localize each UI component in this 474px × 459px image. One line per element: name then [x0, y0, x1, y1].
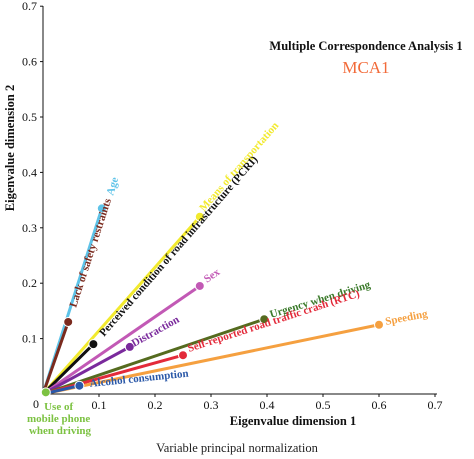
y-tick-label: 0.7 — [22, 0, 37, 13]
axes — [42, 6, 437, 395]
label-use-of-mobile-phone: Use of mobile phone when driving — [27, 401, 93, 437]
label-distraction: Distraction — [130, 314, 182, 350]
chart-title: Multiple Correspondence Analysis 1 — [269, 39, 462, 53]
y-tick-label: 0.6 — [22, 55, 37, 69]
y-axis-label: Eigenvalue dimension 2 — [3, 85, 17, 211]
vector-point-lack-of-safety-restraints — [63, 316, 74, 327]
x-tick-label: 0.1 — [92, 398, 107, 412]
vector-labels: Age Lack of safety restraints Means of t… — [27, 120, 429, 437]
vector-point-distraction — [124, 341, 135, 352]
label-lack-of-safety-restraints: Lack of safety restraints — [67, 196, 114, 309]
vector-point-urgency-when-driving — [259, 314, 270, 325]
y-tick-label: 0.2 — [22, 276, 37, 290]
x-tick-label: 0.2 — [148, 398, 163, 412]
label-rtc: Self-reported road traffic crash (RTC) — [186, 288, 361, 355]
vector-point-use-of-mobile-phone-when-driving — [40, 387, 51, 398]
x-axis-label: Eigenvalue dimension 1 — [230, 414, 356, 428]
vector-point-alcohol-consumption — [74, 380, 85, 391]
vector-point-perceived-condition-of-road-infrastructure-pcri — [88, 339, 99, 350]
label-pcri: Perceived condition of road infrastructu… — [97, 154, 260, 339]
y-tick-label: 0.1 — [22, 332, 37, 346]
vector-line-distraction — [41, 345, 132, 396]
y-ticks: 0.1 0.2 0.3 0.4 0.5 0.6 0.7 — [22, 0, 43, 346]
x-tick-label: 0.7 — [428, 398, 443, 412]
label-sex: Sex — [202, 266, 223, 286]
x-tick-label: 0.6 — [372, 398, 387, 412]
vector-line-means-of-transportation — [41, 215, 202, 396]
vector-point-self-reported-road-traffic-crash-rtc — [178, 350, 188, 361]
vector-point-age — [96, 203, 107, 214]
vector-line-speeding — [41, 323, 381, 396]
y-tick-label: 0.4 — [22, 165, 37, 179]
vector-line-perceived-condition-of-road-infrastructure-pcri — [41, 342, 95, 396]
vector-point-sex — [194, 280, 205, 291]
x-tick-label: 0.5 — [316, 398, 331, 412]
y-tick-label: 0.5 — [22, 110, 37, 124]
x-ticks: 0.1 0.2 0.3 0.4 0.5 0.6 0.7 — [92, 394, 443, 412]
chart-subtitle: MCA1 — [342, 58, 389, 77]
x-tick-label: 0.3 — [204, 398, 219, 412]
label-alcohol-consumption: Alcohol consumption — [89, 368, 189, 390]
x-tick-label: 0.4 — [260, 398, 275, 412]
label-speeding: Speeding — [384, 308, 429, 328]
vector-line-lack-of-safety-restraints — [41, 320, 70, 396]
vector-line-sex — [41, 284, 202, 396]
y-tick-label: 0.3 — [22, 221, 37, 235]
chart-caption: Variable principal normalization — [156, 441, 318, 455]
vector-point-means-of-transportation — [194, 211, 205, 222]
vectors — [40, 203, 384, 398]
axis-origin-label: 0 — [33, 397, 39, 411]
vector-point-speeding — [374, 319, 384, 330]
label-age: Age — [104, 176, 121, 197]
